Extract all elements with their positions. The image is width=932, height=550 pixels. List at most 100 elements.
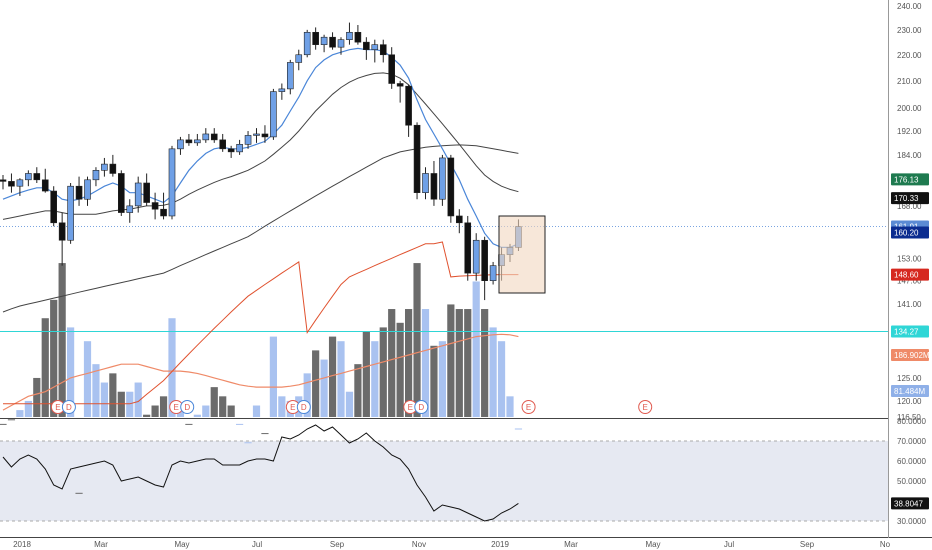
candle-body xyxy=(58,222,66,241)
candle-body xyxy=(185,139,193,144)
volume-bar xyxy=(278,396,286,417)
rsi-line xyxy=(2,424,519,522)
price-tick-label: 230.00 xyxy=(897,26,922,35)
candle-body xyxy=(481,239,488,281)
time-tick-label: Mar xyxy=(94,540,108,549)
earnings-label: E xyxy=(55,403,60,412)
candle-body xyxy=(278,88,286,92)
volume-bar xyxy=(159,396,168,417)
earnings-label: E xyxy=(290,403,295,412)
candle-body xyxy=(194,139,201,144)
dividend-marker xyxy=(61,400,76,414)
rsi-tick-label: 60.0000 xyxy=(897,457,926,466)
price-badge-label: 134.27 xyxy=(894,327,919,336)
candle-body xyxy=(143,182,150,203)
ma-line xyxy=(2,72,519,220)
candle-body xyxy=(16,179,24,187)
volume-ma-badge-label: 186.902M xyxy=(894,351,930,360)
volume-bar xyxy=(303,373,311,417)
candle-body xyxy=(151,202,159,210)
ma-line-red xyxy=(3,241,519,405)
candlesticks[interactable] xyxy=(0,22,522,301)
time-tick-label: Sep xyxy=(800,540,815,549)
candle-body xyxy=(261,133,269,138)
volume-bar xyxy=(269,336,277,417)
volume-bar xyxy=(16,410,24,417)
volume-bar xyxy=(7,419,16,421)
price-tick-label: 168.00 xyxy=(897,202,922,211)
time-tick-label: Mar xyxy=(564,540,578,549)
earnings-label: E xyxy=(408,403,413,412)
candle-body xyxy=(244,135,252,145)
price-tick-label: 192.00 xyxy=(897,127,922,136)
time-tick-label: May xyxy=(174,540,189,549)
candle-body xyxy=(168,148,176,217)
volume-bar xyxy=(151,405,159,417)
volume-ma-line xyxy=(2,333,519,411)
volume-bar xyxy=(0,423,7,425)
price-tick-label: 184.00 xyxy=(897,151,922,160)
volume-bar xyxy=(227,405,235,417)
volume-bar xyxy=(33,377,41,417)
candle-body xyxy=(303,31,311,56)
volume-bar xyxy=(413,263,421,417)
horizontal-lines[interactable] xyxy=(0,226,888,332)
price-badge-label: 160.20 xyxy=(894,229,919,238)
volume-bar xyxy=(438,341,446,417)
time-tick-label: Jul xyxy=(252,540,262,549)
volume-badge-label: 81.484M xyxy=(894,387,925,396)
time-tick-label: Jul xyxy=(724,540,734,549)
dividend-marker xyxy=(414,400,429,414)
volume-bar xyxy=(430,345,438,417)
candle-body xyxy=(202,133,210,141)
candle-body xyxy=(118,173,125,213)
ma-line xyxy=(2,47,519,248)
highlight-box[interactable] xyxy=(498,215,546,294)
candle-body xyxy=(354,31,362,43)
volume-bar xyxy=(514,428,523,430)
volume-bar xyxy=(143,414,151,417)
price-tick-label: 240.00 xyxy=(897,2,922,11)
volume-bar xyxy=(337,341,345,417)
price-badge-label: 170.33 xyxy=(894,194,919,203)
rsi-band xyxy=(0,440,888,522)
candle-body xyxy=(447,157,455,217)
candle-body xyxy=(413,124,421,193)
price-badge xyxy=(891,268,929,281)
candle-body xyxy=(109,163,117,174)
rsi-tick-label: 70.0000 xyxy=(897,437,926,446)
candle-body xyxy=(177,139,184,150)
volume-bar xyxy=(379,327,387,417)
volume-bar xyxy=(362,332,370,417)
candle-body xyxy=(329,36,336,48)
dividend-label: D xyxy=(418,403,424,412)
time-tick-label: Sep xyxy=(330,540,345,549)
volume-bar xyxy=(405,309,413,417)
volume-bar xyxy=(109,373,117,417)
volume-bar xyxy=(219,396,227,417)
candle-body xyxy=(227,148,235,153)
candle-body xyxy=(101,163,108,171)
rsi-band-fill xyxy=(0,441,888,521)
volume-bar xyxy=(371,341,379,417)
volume-bar xyxy=(354,364,362,417)
earnings-marker xyxy=(521,400,536,414)
candle-body xyxy=(472,239,480,274)
candle-body xyxy=(388,54,396,84)
candle-body xyxy=(210,133,218,141)
chart-gridlines xyxy=(0,0,932,538)
candle-body xyxy=(0,179,7,182)
volume-bar xyxy=(92,364,100,417)
volume-bar xyxy=(497,341,506,417)
volume-bars xyxy=(0,263,523,494)
candle-body xyxy=(422,173,429,193)
volume-bar xyxy=(455,309,463,417)
candle-body xyxy=(8,181,15,187)
price-tick-label: 220.00 xyxy=(897,51,922,60)
candle-body xyxy=(41,179,49,192)
volume-bar xyxy=(464,309,472,417)
candle-body xyxy=(430,173,438,200)
volume-bar xyxy=(506,396,514,417)
